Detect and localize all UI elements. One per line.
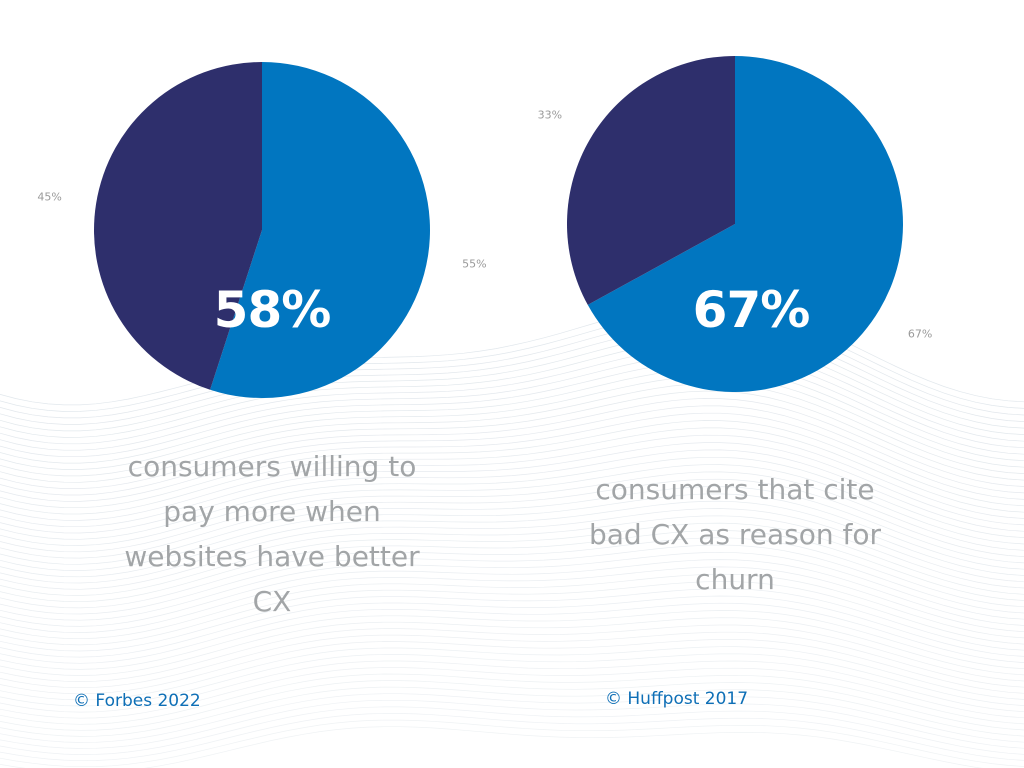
- wave-line: [0, 631, 1024, 689]
- caption-line: consumers willing to: [127, 450, 417, 483]
- wave-line: [0, 551, 1024, 621]
- wave-line: [0, 537, 1024, 609]
- pie-slice: [567, 55, 736, 305]
- wave-line: [0, 686, 1024, 737]
- pie-chart-forbes: 55% 45%: [37, 62, 487, 398]
- wave-line: [0, 617, 1024, 676]
- wave-line: [0, 653, 1024, 707]
- wave-line: [0, 486, 1024, 565]
- wave-line: [0, 442, 1024, 528]
- wave-line: [0, 353, 1024, 451]
- source-forbes: © Forbes 2022: [73, 691, 201, 711]
- wave-line: [0, 673, 1024, 725]
- wave-line: [0, 390, 1024, 483]
- wave-line: [0, 639, 1024, 695]
- wave-line: [0, 464, 1024, 546]
- wave-line: [0, 420, 1024, 509]
- wave-line: [0, 339, 1024, 438]
- wave-line: [0, 412, 1024, 502]
- wave-line: [0, 331, 1024, 432]
- wave-line: [0, 693, 1024, 743]
- slice-label: 67%: [908, 327, 932, 340]
- pie-slice: [587, 56, 904, 392]
- wave-line: [0, 602, 1024, 664]
- headline-percent-huffpost: 67%: [692, 281, 811, 339]
- wave-line: [0, 398, 1024, 489]
- slice-label: 55%: [462, 258, 486, 271]
- wave-line: [0, 726, 983, 768]
- wave-line: [0, 449, 1024, 534]
- wave-line: [0, 309, 1024, 412]
- wave-line: [0, 595, 1024, 658]
- caption-huffpost: consumers that cite bad CX as reason for…: [560, 467, 910, 602]
- wave-line: [0, 566, 1024, 633]
- slice-label: 33%: [538, 109, 562, 122]
- wave-line: [0, 508, 1024, 584]
- wave-line: [0, 434, 1024, 521]
- caption-line: bad CX as reason for: [588, 518, 882, 551]
- wave-line: [0, 515, 1024, 590]
- wave-line: [0, 559, 1024, 627]
- pie-slice: [210, 62, 431, 398]
- caption-line: consumers that cite: [595, 473, 875, 506]
- wave-line: [0, 522, 1024, 596]
- wave-line: [0, 383, 1024, 477]
- wave-line: [0, 624, 1024, 682]
- headline-percent-forbes: 58%: [213, 281, 332, 339]
- caption-forbes: consumers willing to pay more when websi…: [92, 444, 452, 624]
- wave-line: [0, 317, 1024, 419]
- pie-chart-huffpost: 67% 33%: [538, 55, 932, 392]
- caption-line: CX: [252, 585, 292, 618]
- wave-line: [0, 376, 1024, 470]
- wave-line: [0, 706, 1024, 755]
- wave-line: [0, 427, 1024, 515]
- wave-line: [0, 368, 1024, 464]
- wave-line: [0, 713, 1024, 762]
- wave-line: [0, 544, 1024, 615]
- wave-line: [0, 302, 1024, 406]
- wave-line: [0, 660, 1024, 713]
- wave-line: [0, 610, 1024, 670]
- wave-line: [0, 573, 1024, 640]
- wave-line: [0, 493, 1024, 571]
- wave-line: [0, 530, 1024, 603]
- wave-line: [0, 346, 1024, 445]
- caption-line: pay more when: [163, 495, 381, 528]
- slice-label: 45%: [37, 190, 61, 203]
- wave-line: [0, 405, 1024, 496]
- wave-line: [0, 500, 1024, 578]
- wave-line: [0, 646, 1024, 701]
- wave-line: [0, 456, 1024, 540]
- caption-line: churn: [695, 563, 775, 596]
- pie-slice: [94, 62, 262, 390]
- wave-line: [0, 588, 1024, 652]
- wave-line: [0, 478, 1024, 559]
- wave-line: [0, 581, 1024, 646]
- wave-line: [0, 324, 1024, 425]
- wave-line: [0, 699, 1024, 749]
- caption-line: websites have better: [124, 540, 420, 573]
- source-huffpost: © Huffpost 2017: [605, 689, 749, 709]
- wave-line: [0, 361, 1024, 458]
- wave-line: [0, 667, 1024, 719]
- wave-line: [0, 719, 1024, 768]
- wave-line: [0, 680, 1024, 731]
- wave-line: [0, 471, 1024, 553]
